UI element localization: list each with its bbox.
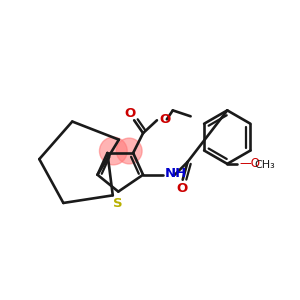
Text: —O: —O: [239, 158, 260, 170]
Circle shape: [100, 137, 127, 165]
Text: CH₃: CH₃: [254, 160, 275, 170]
Text: NH: NH: [165, 167, 187, 180]
Circle shape: [116, 138, 142, 164]
Text: O: O: [159, 113, 170, 126]
Text: S: S: [113, 197, 123, 210]
Text: O: O: [176, 182, 187, 195]
Text: O: O: [124, 107, 136, 120]
